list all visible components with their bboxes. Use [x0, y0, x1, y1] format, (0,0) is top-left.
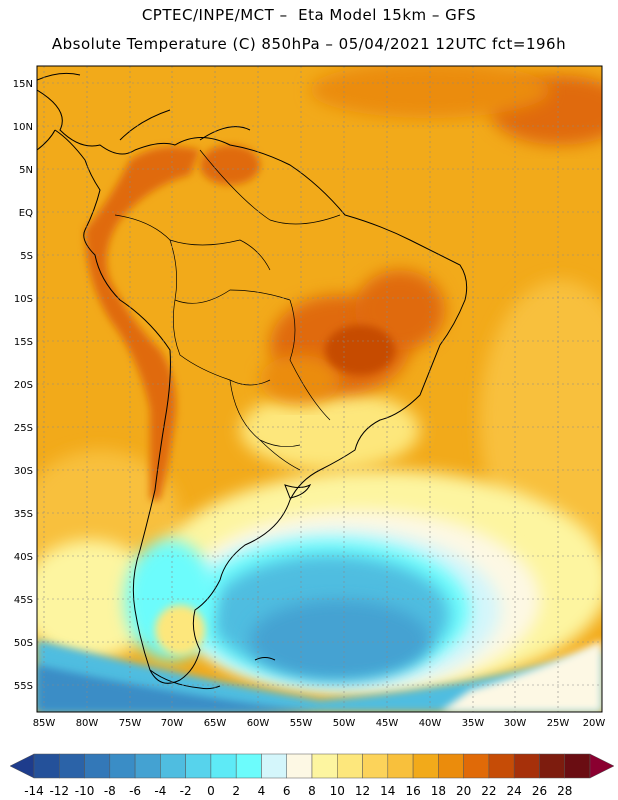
- colorbar-label: 22: [481, 784, 496, 798]
- colorbar-label: -10: [75, 784, 95, 798]
- colorbar-label: -2: [180, 784, 192, 798]
- coastlines: [37, 72, 468, 690]
- colorbar-swatch: [84, 753, 111, 779]
- lat-label: 5S: [20, 251, 33, 262]
- colorbar-label: -4: [154, 784, 166, 798]
- lon-label: 40W: [419, 718, 442, 729]
- lat-label: 30S: [14, 466, 33, 477]
- lon-label: 85W: [33, 718, 56, 729]
- colorbar-swatch: [59, 753, 85, 779]
- colorbar-swatch: [438, 753, 464, 779]
- colorbar-swatch: [109, 753, 136, 779]
- colorbar-swatch: [185, 753, 212, 779]
- colorbar-label: 4: [258, 784, 266, 798]
- colorbar-swatch: [235, 753, 262, 779]
- colorbar-label: -12: [49, 784, 69, 798]
- lon-label: 80W: [76, 718, 99, 729]
- colorbar-label: 12: [355, 784, 370, 798]
- colorbar-label: 24: [507, 784, 522, 798]
- lon-label: 70W: [161, 718, 184, 729]
- lat-label: 50S: [14, 638, 33, 649]
- colorbar-swatch: [337, 753, 363, 779]
- colorbar-label: -8: [104, 784, 116, 798]
- lon-label: 20W: [583, 718, 606, 729]
- lat-label: 20S: [14, 380, 33, 391]
- colorbar-label: 18: [431, 784, 446, 798]
- map-frame: [36, 65, 603, 713]
- colorbar-swatch: [463, 753, 490, 779]
- lat-label: 10N: [13, 122, 33, 133]
- colorbar-swatch: [286, 753, 313, 779]
- graticule: [37, 66, 602, 712]
- lat-label: 5N: [19, 165, 33, 176]
- lat-label: 55S: [14, 681, 33, 692]
- colorbar-swatch: [513, 753, 540, 779]
- colorbar-swatch: [210, 753, 237, 779]
- lon-label: 35W: [462, 718, 485, 729]
- lon-label: 45W: [376, 718, 399, 729]
- colorbar-label: -6: [129, 784, 141, 798]
- temperature-field: [37, 66, 602, 712]
- colorbar-swatch: [261, 753, 287, 779]
- colorbar-swatch: [539, 753, 565, 779]
- lon-label: 65W: [204, 718, 227, 729]
- colorbar-label: 6: [283, 784, 291, 798]
- longitude-labels: 85W 80W 75W 70W 65W 60W 55W 50W 45W 40W …: [33, 718, 606, 729]
- lon-label: 75W: [119, 718, 142, 729]
- lon-label: 25W: [547, 718, 570, 729]
- title-line-1: CPTEC/INPE/MCT – Eta Model 15km – GFS: [141, 6, 477, 24]
- lat-label: 10S: [14, 294, 33, 305]
- colorbar-swatch: [387, 753, 414, 779]
- title-line-2: Absolute Temperature (C) 850hPa – 05/04/…: [51, 35, 567, 53]
- colorbar-label: 26: [532, 784, 547, 798]
- colorbar-label: 2: [232, 784, 240, 798]
- colorbar-swatch: [33, 753, 60, 779]
- colorbar-labels: -14 -12 -10 -8 -6 -4 -2 0 2 4 6 8 10 12 …: [24, 784, 572, 798]
- country-borders: [114, 149, 341, 471]
- colorbar-swatch: [488, 753, 515, 779]
- latitude-labels: 15N 10N 5N EQ 5S 10S 15S 20S 25S 30S 35S…: [13, 79, 33, 692]
- colorbar: [9, 753, 615, 779]
- lon-label: 60W: [247, 718, 270, 729]
- lat-label: EQ: [19, 208, 33, 219]
- colorbar-label: -14: [24, 784, 44, 798]
- colorbar-low-triangle: [9, 753, 35, 779]
- lat-label: 45S: [14, 595, 33, 606]
- lat-label: 35S: [14, 509, 33, 520]
- colorbar-swatch: [134, 753, 161, 779]
- colorbar-swatch: [412, 753, 439, 779]
- lon-label: 50W: [333, 718, 356, 729]
- colorbar-label: 28: [557, 784, 572, 798]
- colorbar-swatch: [160, 753, 186, 779]
- colorbar-label: 8: [308, 784, 316, 798]
- colorbar-label: 20: [456, 784, 471, 798]
- lat-label: 25S: [14, 423, 33, 434]
- lat-label: 40S: [14, 552, 33, 563]
- lon-label: 55W: [290, 718, 313, 729]
- colorbar-high-triangle: [589, 753, 615, 779]
- lon-label: 30W: [504, 718, 527, 729]
- colorbar-label: 10: [330, 784, 345, 798]
- lat-label: 15S: [14, 337, 33, 348]
- colorbar-swatch: [564, 753, 591, 779]
- lat-label: 15N: [13, 79, 33, 90]
- colorbar-label: 0: [207, 784, 215, 798]
- colorbar-label: 16: [405, 784, 420, 798]
- colorbar-label: 14: [380, 784, 395, 798]
- colorbar-swatch: [362, 753, 389, 779]
- colorbar-swatch: [311, 753, 338, 779]
